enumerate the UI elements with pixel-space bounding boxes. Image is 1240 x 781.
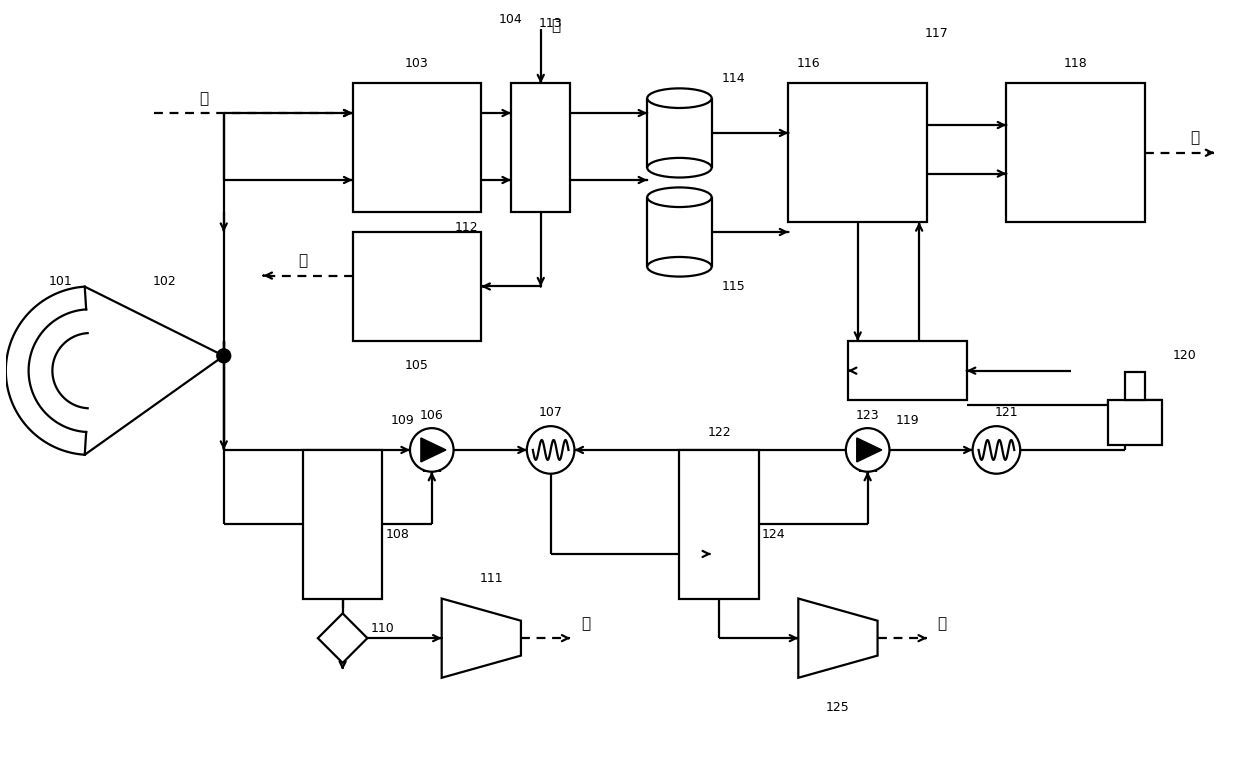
- Bar: [1007, 84, 1145, 222]
- Text: 110: 110: [371, 622, 394, 635]
- Text: 水: 水: [551, 19, 560, 34]
- Polygon shape: [317, 613, 367, 663]
- Text: 121: 121: [994, 406, 1018, 419]
- Text: 103: 103: [405, 57, 429, 70]
- Text: 电: 电: [200, 91, 208, 105]
- Circle shape: [527, 426, 574, 474]
- Text: 101: 101: [48, 275, 72, 288]
- Bar: [1125, 373, 1145, 400]
- Text: 电: 电: [1190, 130, 1199, 145]
- Bar: [352, 232, 481, 341]
- Ellipse shape: [647, 88, 712, 108]
- Text: 107: 107: [538, 406, 563, 419]
- Text: 116: 116: [796, 57, 820, 70]
- Text: 109: 109: [391, 414, 414, 426]
- Text: 112: 112: [455, 220, 479, 234]
- Bar: [848, 341, 967, 401]
- Circle shape: [410, 428, 454, 472]
- Circle shape: [217, 349, 231, 362]
- Polygon shape: [857, 438, 882, 462]
- Text: 118: 118: [1064, 57, 1087, 70]
- Text: 115: 115: [722, 280, 745, 293]
- Text: 125: 125: [826, 701, 849, 714]
- Text: 114: 114: [722, 72, 745, 85]
- Text: 124: 124: [761, 528, 785, 540]
- Text: 电: 电: [580, 615, 590, 631]
- Text: 106: 106: [420, 408, 444, 422]
- Bar: [680, 450, 759, 598]
- Text: 108: 108: [386, 528, 409, 540]
- Text: 120: 120: [1173, 349, 1197, 362]
- Polygon shape: [441, 598, 521, 678]
- Text: 119: 119: [895, 414, 919, 426]
- Ellipse shape: [647, 187, 712, 207]
- Text: 117: 117: [925, 27, 949, 41]
- Text: 105: 105: [405, 359, 429, 373]
- Text: 104: 104: [500, 12, 523, 26]
- Polygon shape: [799, 598, 878, 678]
- Text: 电: 电: [937, 615, 946, 631]
- Bar: [303, 450, 382, 598]
- Text: 热: 热: [299, 253, 308, 268]
- Ellipse shape: [647, 158, 712, 177]
- Text: 113: 113: [539, 17, 563, 30]
- Bar: [352, 84, 481, 212]
- Bar: [789, 84, 928, 222]
- Text: 123: 123: [856, 408, 879, 422]
- Ellipse shape: [647, 257, 712, 276]
- Bar: [511, 84, 570, 212]
- Polygon shape: [420, 438, 446, 462]
- Text: 102: 102: [153, 275, 176, 288]
- Text: 111: 111: [480, 572, 503, 585]
- Circle shape: [972, 426, 1021, 474]
- Text: 122: 122: [707, 426, 730, 439]
- Circle shape: [846, 428, 889, 472]
- Bar: [1107, 400, 1162, 445]
